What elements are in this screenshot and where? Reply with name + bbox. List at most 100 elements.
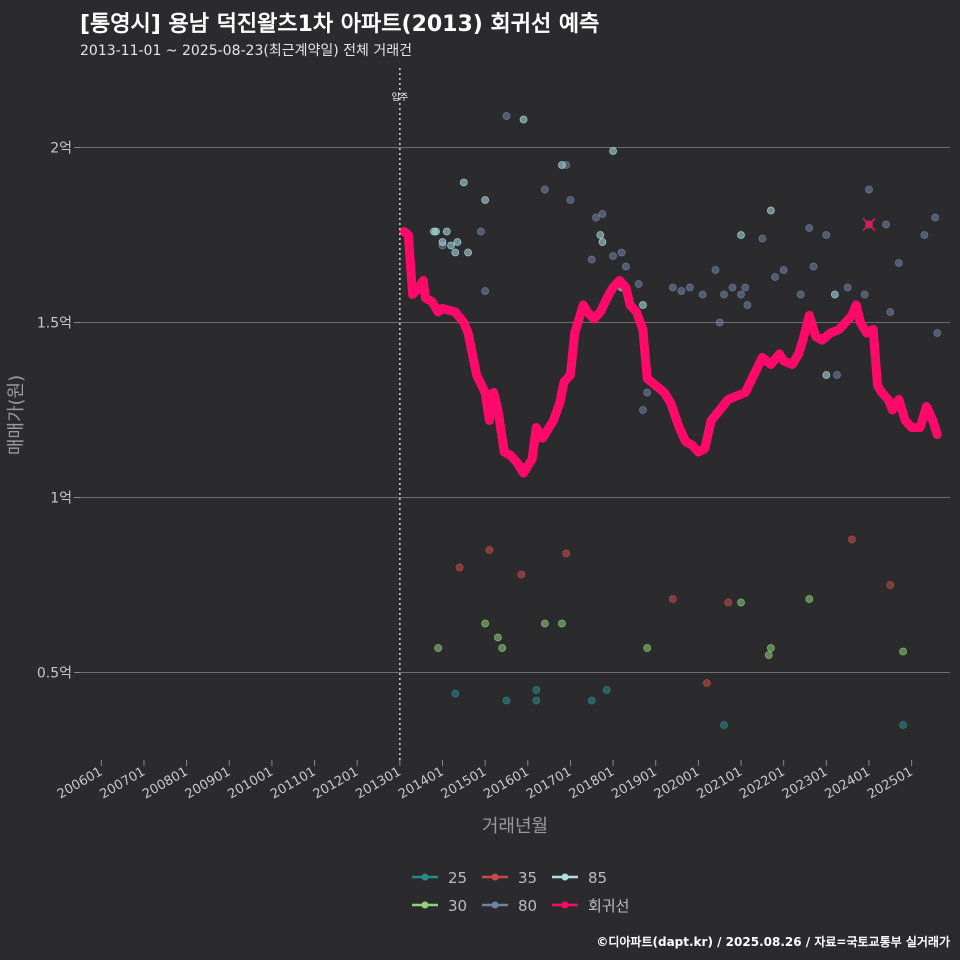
legend-label: 25 [448,869,467,887]
data-point-25 [532,696,541,705]
source-credit: ©디아파트(dapt.kr) / 2025.08.26 / 자료=국토교통부 실… [596,935,950,949]
data-point-80 [737,290,745,299]
legend-label: 80 [518,897,537,915]
x-tick-label: 201501 [439,764,489,802]
data-point-30 [899,647,907,656]
legend-item: 25 [412,869,467,887]
data-point-80 [634,280,643,288]
data-point-80 [668,283,677,292]
data-point-30 [737,598,745,607]
data-point-30 [494,633,502,642]
x-tick-label: 200901 [183,764,233,802]
y-tick-label: 0.5억 [37,666,72,682]
data-point-80 [882,220,890,229]
data-point-80 [933,329,942,337]
data-point-80 [639,406,647,414]
grid-lines [80,147,950,673]
data-point-25 [451,689,460,698]
data-point-85 [737,231,745,239]
legend-item: 80 [482,897,537,915]
x-tick-label: 202301 [780,764,830,802]
x-tick-label: 200701 [97,764,147,802]
data-point-25 [720,721,728,729]
data-point-80 [860,290,869,299]
x-tick-label: 201801 [567,764,617,802]
data-point-80 [833,371,841,379]
data-point-85 [451,248,460,257]
data-point-35 [517,570,526,579]
data-point-80 [715,318,724,327]
scatter-points [430,112,942,729]
legend-label: 85 [588,869,607,887]
data-point-80 [920,231,929,239]
data-point-80 [720,290,728,299]
legend-item: 35 [482,869,537,887]
data-point-85 [519,115,528,124]
data-point-85 [481,196,490,204]
x-axis-label: 거래년월 [482,816,548,837]
x-tick-label: 201901 [609,764,659,802]
data-point-85 [453,238,462,246]
data-point-85 [447,241,455,250]
data-point-80 [796,290,805,299]
legend-swatch-dot [421,901,429,909]
data-point-85 [822,371,831,379]
data-point-80 [643,388,652,397]
legend-swatch-dot [421,873,429,881]
data-point-80 [894,259,903,267]
data-point-25 [587,696,596,705]
x-tick-label: 202401 [822,764,872,802]
legend: 25 35 85 30 80 회귀선 [412,869,629,915]
data-point-85 [459,178,468,187]
data-point-80 [779,266,788,274]
data-point-85 [442,227,451,236]
data-point-85 [596,231,605,239]
x-tick-label: 200801 [140,764,190,802]
y-tick-label: 1.5억 [37,316,72,332]
data-point-30 [481,619,490,628]
regression-line [399,227,942,478]
data-point-35 [562,549,571,558]
data-point-80 [843,283,852,292]
data-point-25 [532,686,541,694]
data-point-80 [502,112,511,120]
data-point-35 [703,679,711,687]
data-point-80 [677,287,686,295]
data-point-80 [598,210,607,218]
data-point-80 [609,252,617,260]
data-point-85 [830,290,839,299]
data-point-35 [485,546,494,554]
data-point-80 [809,262,818,271]
x-tick-label: 202201 [737,764,787,802]
x-tick-label: 200601 [55,764,105,802]
data-point-30 [498,644,507,652]
move-in-label: 입주 [392,91,409,103]
move-in-annotation: 입주 [392,68,409,760]
data-point-30 [764,651,773,659]
data-point-25 [602,686,611,694]
data-point-80 [685,283,694,292]
legend-swatch-dot [561,901,569,909]
x-tick-label: 201701 [524,764,574,802]
data-point-80 [698,290,707,299]
data-point-80 [771,273,780,281]
x-tick-label: 201401 [396,764,446,802]
x-tick-label: 202001 [652,764,702,802]
data-point-80 [711,266,720,274]
data-point-80 [621,262,630,271]
x-tick-label: 201101 [268,764,318,802]
x-tick-label: 201601 [481,764,531,802]
axis-ticks: 0.5억 1억 1.5억 2억 2006012007012008012009012010… [37,141,916,803]
legend-label: 회귀선 [588,897,629,915]
data-point-85 [598,238,607,246]
data-point-35 [886,581,895,589]
x-tick-label: 201001 [225,764,275,802]
data-point-85 [766,206,775,215]
data-point-30 [643,644,652,652]
data-point-80 [481,287,490,295]
data-point-80 [743,301,752,309]
data-point-25 [899,721,907,729]
data-point-80 [617,248,626,257]
data-point-85 [432,227,441,236]
